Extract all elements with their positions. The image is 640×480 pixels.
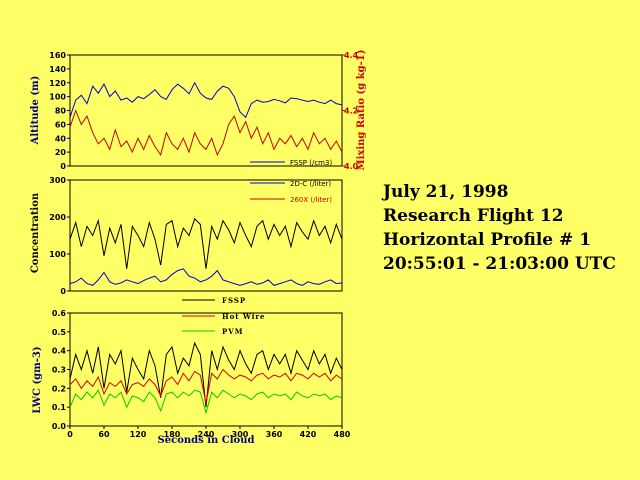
y-tick-label: 60	[55, 120, 67, 129]
y-tick-label: 0.5	[52, 328, 67, 337]
panel2-legend: FSSP Hot Wire PVM	[182, 296, 266, 336]
y-tick-label: 100	[49, 250, 66, 259]
altitude-axis-label: Altitude (m)	[30, 76, 41, 146]
profile-number: Horizontal Profile # 1	[383, 230, 592, 250]
x-tick-label: 300	[232, 430, 249, 439]
panel1-legend: FSSP (/cm3) 2D-C (/liter) 260X (/liter)	[250, 159, 332, 204]
legend-fssp-cm3: FSSP (/cm3)	[290, 159, 332, 167]
x-tick-label: 0	[67, 430, 73, 439]
legend-fssp: FSSP	[222, 296, 246, 305]
lwc-axis-label: LWC (gm-3)	[32, 346, 43, 413]
legend-hot-wire: Hot Wire	[222, 312, 266, 321]
y-tick-label: 0.4	[52, 347, 67, 356]
y-tick-label: 120	[49, 79, 66, 88]
y-tick-label: 0	[60, 162, 66, 171]
panel2-frame	[69, 179, 343, 292]
y-tick-label: 40	[55, 134, 67, 143]
series-line-2	[69, 109, 343, 157]
flight-date: July 21, 1998	[383, 182, 509, 202]
x-tick-label: 120	[130, 430, 147, 439]
altitude-mixing-panel: 0 20 40 60 80 100 120 140 160 4.0 4.2 4.4 Altitude…	[30, 50, 367, 204]
y-tick-label: 0	[60, 287, 66, 296]
legend-pvm: PVM	[222, 327, 243, 336]
y-tick-label: 0.2	[52, 384, 66, 393]
mixing-ratio-axis-label: Mixing Ratio (g kg-1)	[356, 50, 367, 171]
series-line-1	[69, 341, 343, 408]
x-tick-label: 60	[98, 430, 110, 439]
lwc-panel: 0.0 0.1 0.2 0.3 0.4 0.5 0.6 0 60 120 180 240 300 360…	[32, 309, 351, 446]
x-tick-label: 240	[198, 430, 215, 439]
x-tick-label: 480	[334, 430, 351, 439]
series-line-2	[69, 268, 343, 286]
legend-2dc-liter: 2D-C (/liter)	[290, 180, 331, 188]
y-tick-label: 0.6	[52, 309, 67, 318]
concentration-panel: 0 100 200 300 Concentration FSSP Hot Wire P…	[30, 176, 343, 336]
y2-tick-label: 4.0	[344, 162, 359, 171]
y2-tick-label: 4.2	[344, 107, 358, 116]
y-tick-label: 0.0	[52, 422, 67, 431]
seconds-in-cloud-label: Seconds in Cloud	[158, 435, 255, 446]
series-line-1	[69, 81, 343, 119]
panel3-frame	[69, 312, 343, 427]
y-tick-label: 0.3	[52, 366, 66, 375]
x-tick-label: 420	[300, 430, 317, 439]
series-line-1	[69, 217, 343, 269]
x-tick-label: 180	[164, 430, 181, 439]
series-line-2	[69, 368, 343, 404]
y-tick-label: 200	[49, 213, 66, 222]
flight-time-range: 20:55:01 - 21:03:00 UTC	[383, 254, 616, 274]
y-tick-label: 300	[49, 176, 66, 185]
concentration-axis-label: Concentration	[30, 192, 41, 273]
x-tick-label: 360	[266, 430, 283, 439]
y-tick-label: 20	[55, 148, 67, 157]
y2-tick-label: 4.4	[344, 51, 359, 60]
y-tick-label: 0.1	[52, 403, 67, 412]
legend-260x-liter: 260X (/liter)	[290, 196, 332, 204]
flight-number: Research Flight 12	[383, 206, 564, 226]
y-tick-label: 160	[49, 51, 66, 60]
series-line-3	[69, 389, 343, 415]
y-tick-label: 100	[49, 93, 66, 102]
y-tick-label: 80	[55, 107, 67, 116]
y-tick-label: 140	[49, 65, 66, 74]
flight-info-block: July 21, 1998 Research Flight 12 Horizon…	[383, 180, 616, 276]
